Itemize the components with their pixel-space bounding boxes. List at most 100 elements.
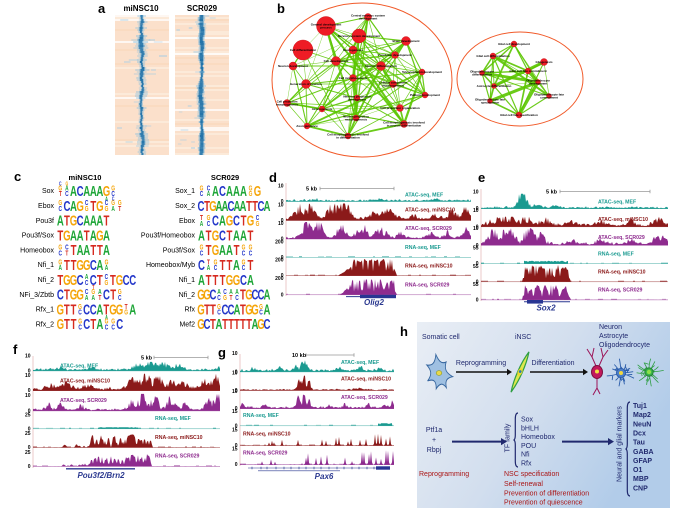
svg-text:C: C — [222, 301, 229, 318]
svg-text:G: G — [245, 301, 252, 318]
svg-text:Glial cell development: Glial cell development — [498, 42, 530, 46]
svg-text:A: A — [219, 212, 226, 229]
svg-text:C: C — [90, 257, 97, 274]
svg-text:A: A — [264, 286, 271, 303]
svg-text:morphogenesis: morphogenesis — [276, 103, 299, 107]
svg-text:0: 0 — [476, 279, 479, 285]
svg-text:G: G — [66, 181, 69, 187]
svg-text:C: C — [129, 272, 136, 289]
svg-text:Oligodendrocyte fate: Oligodendrocyte fate — [475, 97, 505, 101]
svg-text:G: G — [116, 272, 123, 289]
svg-text:T: T — [200, 214, 203, 222]
svg-text:development: development — [348, 98, 367, 102]
svg-text:RNA-seq, MEF: RNA-seq, MEF — [155, 416, 191, 422]
svg-text:A: A — [90, 227, 97, 244]
svg-text:G: G — [70, 212, 77, 229]
svg-text:Oligodendrocyte: Oligodendrocyte — [470, 69, 494, 73]
svg-text:T: T — [210, 316, 216, 333]
svg-text:RNA-seq, SCR029: RNA-seq, SCR029 — [405, 283, 450, 289]
svg-text:Pou3f/Homeobox: Pou3f/Homeobox — [141, 233, 196, 240]
svg-text:O1: O1 — [633, 467, 642, 474]
svg-text:Prevention of quiescence: Prevention of quiescence — [504, 500, 583, 507]
svg-text:Nfi_1: Nfi_1 — [38, 262, 54, 269]
svg-text:200: 200 — [275, 239, 284, 245]
svg-text:G: G — [111, 184, 115, 192]
svg-text:Dcx: Dcx — [633, 430, 646, 437]
svg-text:G: G — [249, 244, 253, 252]
svg-text:15: 15 — [232, 428, 238, 434]
svg-text:G: G — [214, 258, 218, 266]
svg-text:G: G — [197, 286, 204, 303]
svg-text:Cell morphogenesis: Cell morphogenesis — [339, 76, 368, 80]
svg-text:RNA-seq, SCR029: RNA-seq, SCR029 — [155, 454, 200, 460]
svg-text:A: A — [207, 264, 211, 272]
svg-text:C: C — [242, 249, 246, 257]
svg-text:A: A — [111, 205, 115, 213]
svg-text:A: A — [70, 183, 77, 200]
svg-text:development: development — [359, 17, 378, 21]
svg-text:0: 0 — [235, 388, 238, 394]
svg-text:C: C — [258, 286, 265, 303]
svg-text:C: C — [111, 323, 115, 331]
svg-text:T: T — [207, 258, 210, 266]
svg-text:Reprogramming: Reprogramming — [419, 471, 469, 478]
svg-text:in neuron differentiation: in neuron differentiation — [387, 124, 422, 128]
svg-text:NFi_3/Zbtb: NFi_3/Zbtb — [19, 292, 54, 299]
svg-text:RNA-seq, miNSC10: RNA-seq, miNSC10 — [243, 432, 291, 438]
svg-text:POU: POU — [521, 443, 536, 450]
svg-text:T: T — [57, 227, 63, 244]
svg-text:A: A — [217, 288, 221, 296]
svg-text:Glial cell differentiation: Glial cell differentiation — [476, 54, 509, 58]
svg-text:MBP: MBP — [633, 476, 649, 483]
svg-text:Forebrain development: Forebrain development — [378, 53, 411, 57]
svg-text:T: T — [110, 272, 116, 289]
svg-text:C: C — [77, 183, 84, 200]
svg-text:T: T — [228, 316, 234, 333]
svg-text:ATAC-seq, miNSC10: ATAC-seq, miNSC10 — [405, 208, 455, 214]
svg-text:C: C — [217, 309, 221, 317]
svg-text:A: A — [105, 314, 108, 320]
svg-text:C: C — [105, 323, 109, 331]
svg-text:C: C — [200, 249, 204, 257]
svg-text:bHLH: bHLH — [521, 425, 539, 432]
svg-text:T: T — [98, 294, 101, 302]
svg-text:Oligodendrocyte: Oligodendrocyte — [599, 342, 650, 349]
svg-text:G: G — [96, 198, 103, 215]
svg-text:0: 0 — [28, 445, 31, 451]
svg-text:0: 0 — [281, 255, 284, 261]
svg-text:Reprogramming: Reprogramming — [456, 360, 506, 367]
svg-text:Oligodendrocyte fate: Oligodendrocyte fate — [534, 92, 564, 96]
svg-text:C: C — [57, 286, 64, 303]
svg-text:10: 10 — [25, 354, 31, 360]
svg-text:ATAC-seq, SCR029: ATAC-seq, SCR029 — [598, 235, 645, 241]
svg-text:Homeobox: Homeobox — [521, 434, 555, 441]
svg-text:NeuN: NeuN — [633, 421, 651, 428]
svg-text:A: A — [226, 242, 233, 259]
svg-text:G: G — [63, 272, 70, 289]
svg-text:A: A — [70, 227, 77, 244]
svg-text:A: A — [96, 257, 103, 274]
svg-text:G: G — [242, 258, 246, 266]
svg-text:Somatic cell: Somatic cell — [422, 334, 460, 341]
svg-text:5 kb: 5 kb — [546, 189, 558, 195]
svg-text:NSC specification: NSC specification — [504, 471, 559, 478]
svg-text:G: G — [91, 288, 95, 296]
svg-text:Mef2: Mef2 — [179, 321, 195, 328]
svg-text:CNP: CNP — [633, 485, 648, 492]
svg-text:T: T — [248, 257, 254, 274]
svg-text:10: 10 — [278, 203, 284, 209]
svg-text:A: A — [85, 273, 89, 281]
svg-text:C: C — [214, 264, 218, 272]
svg-text:10: 10 — [278, 184, 284, 190]
svg-text:T: T — [227, 227, 233, 244]
svg-text:5 kb: 5 kb — [141, 355, 153, 361]
svg-text:G: G — [116, 301, 123, 318]
svg-text:15: 15 — [232, 409, 238, 415]
svg-text:G: G — [203, 286, 210, 303]
svg-text:Rfx: Rfx — [185, 307, 196, 314]
svg-text:25: 25 — [25, 412, 31, 418]
svg-text:C: C — [105, 273, 109, 281]
svg-text:G: G — [197, 301, 204, 318]
svg-text:A: A — [83, 183, 90, 200]
svg-text:h: h — [400, 324, 408, 339]
